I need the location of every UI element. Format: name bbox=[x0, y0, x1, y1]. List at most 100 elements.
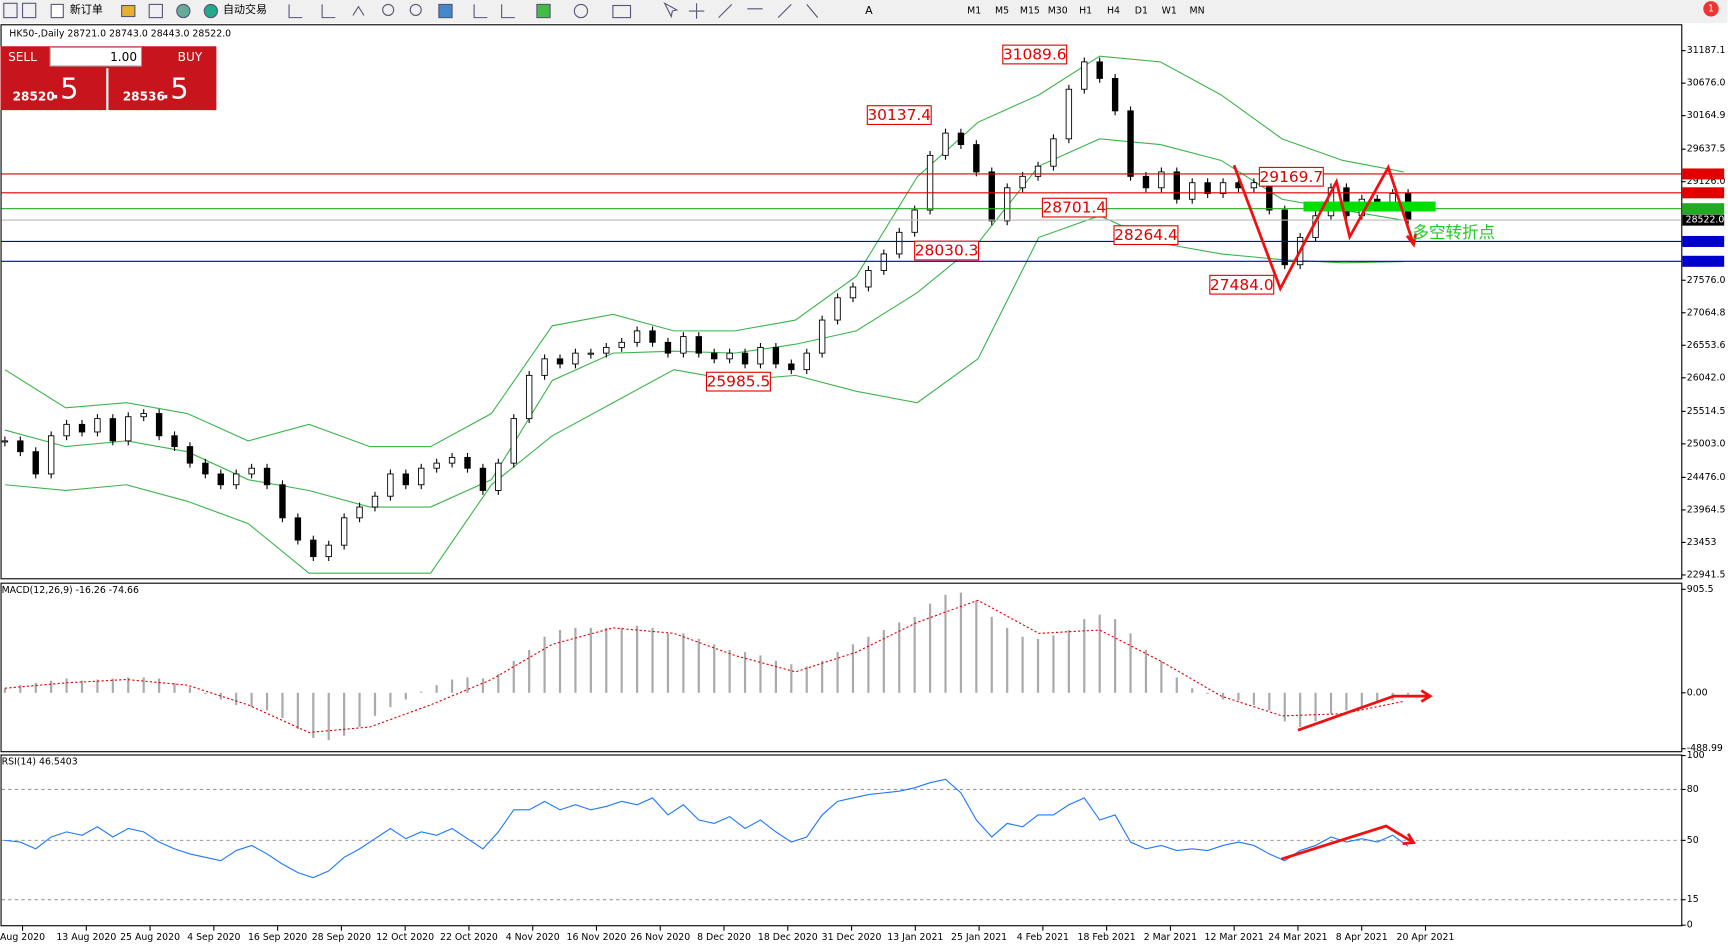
level-box bbox=[1682, 168, 1725, 180]
candle bbox=[896, 231, 903, 255]
icon[interactable] bbox=[21, 2, 37, 19]
candle bbox=[587, 352, 595, 355]
timeframe-button[interactable]: W1 bbox=[1162, 6, 1177, 17]
candle bbox=[17, 440, 24, 453]
x-tick-label: 4 Feb 2021 bbox=[1017, 932, 1069, 943]
level-box bbox=[1682, 255, 1725, 267]
icon[interactable] bbox=[50, 3, 64, 19]
toolbar bbox=[0, 0, 1728, 24]
candle bbox=[479, 467, 487, 491]
candle bbox=[1003, 187, 1011, 222]
x-tick-label: 26 Nov 2020 bbox=[630, 932, 690, 943]
candle bbox=[279, 484, 286, 519]
toolbar-icons bbox=[3, 1, 819, 19]
candle bbox=[94, 418, 101, 433]
icon[interactable] bbox=[382, 3, 395, 16]
candle bbox=[1142, 175, 1150, 189]
candle bbox=[78, 423, 86, 433]
annotation: 27484.0 bbox=[1210, 276, 1274, 294]
annotation: 28701.4 bbox=[1043, 199, 1107, 217]
annotation: 28030.3 bbox=[915, 242, 979, 260]
auto-trade-button[interactable]: 自动交易 bbox=[223, 2, 267, 16]
candle bbox=[171, 435, 178, 448]
sell-price[interactable]: 28520 bbox=[13, 89, 55, 103]
timeframe-button[interactable]: M1 bbox=[967, 6, 981, 17]
candle bbox=[603, 346, 610, 354]
candle bbox=[926, 154, 934, 211]
lots-input[interactable] bbox=[49, 46, 143, 67]
icon[interactable] bbox=[176, 3, 191, 19]
icon[interactable] bbox=[288, 4, 365, 19]
icon[interactable] bbox=[536, 3, 551, 19]
timeframe-button[interactable]: M30 bbox=[1048, 6, 1068, 17]
x-tick-label: 24 Mar 2021 bbox=[1268, 932, 1327, 943]
sell-button[interactable]: SELL bbox=[8, 50, 37, 64]
y-tick-label: 25514.5 bbox=[1687, 406, 1726, 417]
candle bbox=[1, 440, 9, 443]
x-tick-label: 16 Sep 2020 bbox=[248, 932, 307, 943]
candle bbox=[125, 416, 132, 442]
annotation: 31089.6 bbox=[1003, 46, 1067, 64]
candle bbox=[1081, 61, 1088, 90]
sell-pips[interactable]: .5 bbox=[51, 71, 78, 105]
new-order-button[interactable]: 新订单 bbox=[70, 2, 103, 16]
x-tick-label: 28 Sep 2020 bbox=[312, 932, 371, 943]
x-tick-label: 13 Aug 2020 bbox=[56, 932, 116, 943]
candle bbox=[1189, 182, 1196, 200]
icon[interactable] bbox=[612, 4, 632, 19]
trade-panel: SELL 1.00 BUY 28520 .5 28536 .5 bbox=[0, 46, 217, 111]
annotation-box bbox=[1209, 274, 1275, 295]
candle bbox=[757, 346, 764, 365]
candle bbox=[1065, 88, 1073, 140]
icon[interactable] bbox=[3, 2, 18, 19]
icon[interactable] bbox=[409, 3, 422, 16]
candle bbox=[618, 341, 625, 348]
candle bbox=[402, 473, 410, 486]
candle bbox=[1219, 182, 1227, 194]
level-box bbox=[1682, 235, 1725, 247]
icon[interactable] bbox=[663, 1, 819, 19]
candle bbox=[47, 435, 55, 475]
timeframe-button[interactable]: H1 bbox=[1079, 6, 1092, 17]
annotation-box bbox=[914, 240, 980, 261]
timeframe-button[interactable]: MN bbox=[1190, 6, 1205, 17]
y-tick-label: 24476.0 bbox=[1687, 472, 1726, 483]
timeframe-button[interactable]: M15 bbox=[1020, 6, 1040, 17]
x-tick-label: 31 Dec 2020 bbox=[822, 932, 882, 943]
candle bbox=[1266, 182, 1273, 211]
buy-button[interactable]: BUY bbox=[178, 50, 203, 64]
candle bbox=[1173, 171, 1180, 200]
candle bbox=[1127, 110, 1134, 177]
annotation-box bbox=[1258, 166, 1324, 187]
candle bbox=[911, 209, 918, 233]
candle bbox=[1050, 138, 1057, 167]
macd-arrow bbox=[1297, 689, 1433, 732]
icon[interactable] bbox=[203, 3, 219, 19]
icon[interactable] bbox=[573, 3, 589, 19]
x-tick-label: 22 Oct 2020 bbox=[440, 932, 498, 943]
icon[interactable] bbox=[121, 4, 136, 18]
y-tick-label: 22941.5 bbox=[1687, 569, 1726, 580]
candle bbox=[510, 418, 517, 464]
buy-price[interactable]: 28536 bbox=[123, 89, 165, 103]
timeframe-button[interactable]: M5 bbox=[995, 6, 1009, 17]
y-tick-label: 27064.8 bbox=[1687, 307, 1726, 318]
icon[interactable] bbox=[148, 3, 163, 19]
x-tick-label: 12 Oct 2020 bbox=[376, 932, 434, 943]
y-tick-label: 80 bbox=[1687, 784, 1699, 795]
timeframe-button[interactable]: D1 bbox=[1135, 6, 1148, 17]
notification-badge[interactable] bbox=[1703, 1, 1719, 17]
icon[interactable] bbox=[473, 4, 515, 19]
x-tick-label: 16 Nov 2020 bbox=[566, 932, 626, 943]
candle bbox=[741, 352, 749, 365]
buy-pips[interactable]: .5 bbox=[161, 71, 188, 105]
candle bbox=[325, 544, 332, 558]
timeframe-button[interactable]: H4 bbox=[1107, 6, 1120, 17]
icon[interactable] bbox=[438, 3, 453, 19]
candle bbox=[633, 330, 641, 343]
annotation-box bbox=[866, 105, 932, 126]
x-tick-label: 2 Mar 2021 bbox=[1144, 932, 1197, 943]
lots[interactable]: 1.00 bbox=[110, 50, 137, 64]
text-tool[interactable]: A bbox=[865, 4, 873, 17]
timeframes: M1 M5 M15 M30 H1 H4 D1 W1 MN bbox=[967, 6, 1204, 17]
